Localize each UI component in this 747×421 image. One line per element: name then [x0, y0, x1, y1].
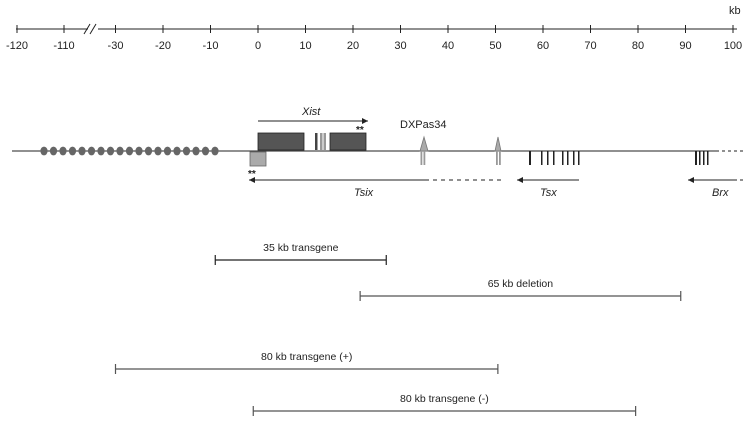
- dxpas34-label: DXPas34: [400, 119, 446, 131]
- tsix-arrow: [249, 177, 502, 183]
- construct-bars: 35 kb transgene 65 kb deletion 80 kb trans…: [114, 242, 682, 416]
- scale-tick-label: -110: [53, 40, 74, 52]
- tsx-arrow: [517, 177, 579, 183]
- construct-bar: 35 kb transgene: [214, 242, 387, 265]
- construct-bar-label: 65 kb deletion: [488, 278, 554, 290]
- repeat-dot: [116, 146, 124, 156]
- tsix-exon-1: [249, 151, 267, 167]
- repeat-dot: [144, 146, 153, 156]
- repeat-dot: [182, 146, 191, 156]
- repeat-dot: [192, 146, 200, 156]
- xist-exon-4: [323, 133, 326, 150]
- repeat-dot: [211, 146, 219, 156]
- scale-tick-label: 90: [679, 40, 691, 52]
- scale-break-mark: [83, 23, 97, 35]
- tsx-exons: [529, 151, 580, 165]
- xist-exons: [257, 132, 367, 151]
- kb-scale: kb -120 -110 -30 -20 -10 0 10 20 30 40 50 60 70 80 90 1…: [6, 5, 742, 52]
- construct-bar: 80 kb transgene (+): [114, 351, 499, 374]
- tsix-triangle-50kb: [494, 136, 502, 165]
- repeat-dot: [125, 146, 134, 156]
- scale-tick-label: 50: [489, 40, 501, 52]
- tsx-label: Tsx: [540, 187, 557, 199]
- scale-tick-label: -20: [155, 40, 171, 52]
- repeat-dot: [106, 146, 115, 156]
- scale-ticks: -120 -110 -30 -20 -10 0 10 20 30 40 50 60 70 80 90 100: [6, 25, 742, 52]
- tsix-triangle-35kb: [419, 135, 429, 165]
- construct-bar-label: 35 kb transgene: [263, 242, 338, 254]
- xist-exon-1: [257, 132, 305, 151]
- construct-bar: 80 kb transgene (-): [252, 393, 637, 416]
- xist-stars-label: **: [356, 125, 364, 136]
- repeat-dot: [40, 146, 48, 156]
- scale-tick-label: 70: [584, 40, 596, 52]
- scale-tick-label: 100: [724, 40, 742, 52]
- scale-tick-label: 10: [299, 40, 311, 52]
- repeat-dot: [59, 146, 67, 156]
- repeat-dot: [68, 146, 77, 156]
- xist-arrow: [258, 118, 368, 124]
- brx-exons: [695, 151, 709, 165]
- scale-tick-label: 80: [632, 40, 644, 52]
- scale-tick-label: 40: [442, 40, 454, 52]
- repeat-dot: [173, 146, 181, 156]
- xist-label: Xist: [301, 106, 321, 118]
- scale-tick-label: 60: [537, 40, 549, 52]
- repeat-dot: [97, 146, 105, 156]
- repeat-element-row: [40, 146, 219, 156]
- scale-tick-label: -30: [108, 40, 124, 52]
- xist-exon-3: [320, 133, 323, 150]
- brx-label: Brx: [712, 187, 729, 199]
- scale-tick-label: -120: [6, 40, 28, 52]
- scale-unit-label: kb: [729, 5, 741, 17]
- repeat-dot: [87, 146, 96, 156]
- repeat-dot: [201, 146, 210, 156]
- brx-arrow: [688, 177, 744, 183]
- construct-bar-label: 80 kb transgene (+): [261, 351, 352, 363]
- repeat-dot: [78, 146, 86, 156]
- construct-bar: 65 kb deletion: [359, 278, 682, 301]
- scale-tick-label: 0: [255, 40, 261, 52]
- repeat-dot: [154, 146, 162, 156]
- scale-tick-label: -10: [203, 40, 219, 52]
- scale-tick-label: 30: [394, 40, 406, 52]
- tsix-stars-label: **: [248, 169, 256, 180]
- scale-tick-label: 20: [347, 40, 359, 52]
- xist-exon-2: [315, 133, 318, 150]
- repeat-dot: [135, 146, 143, 156]
- tsix-label: Tsix: [354, 187, 374, 199]
- xist-exon-5: [329, 132, 367, 151]
- construct-bar-label: 80 kb transgene (-): [400, 393, 489, 405]
- repeat-dot: [49, 146, 58, 156]
- repeat-dot: [163, 146, 172, 156]
